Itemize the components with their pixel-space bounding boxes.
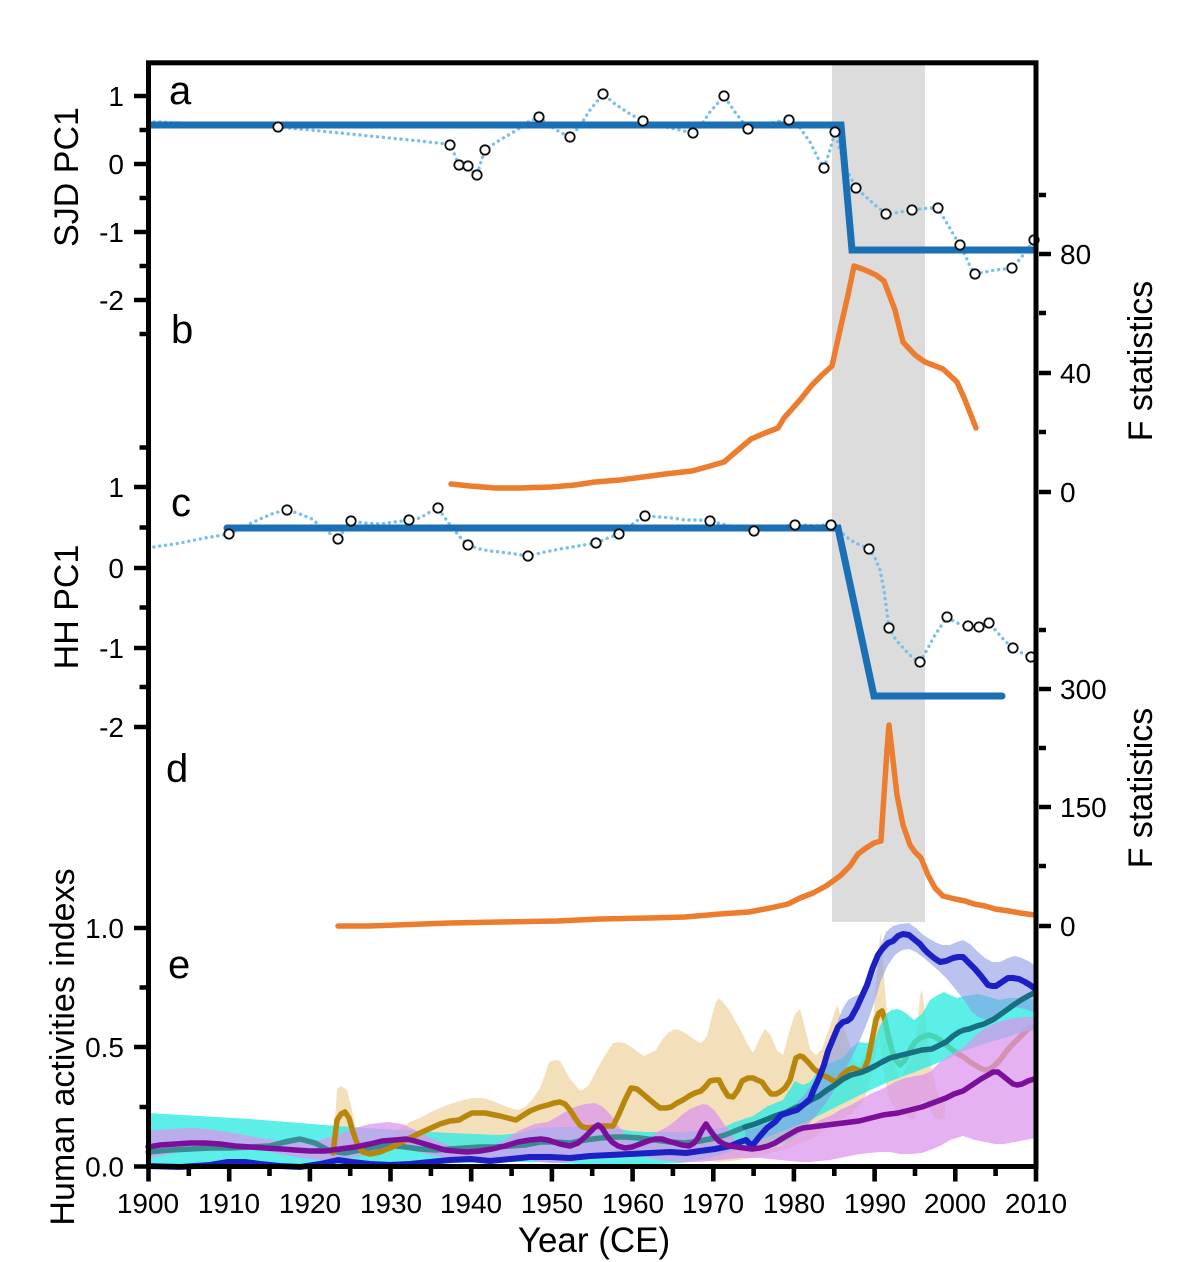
svg-text:40: 40 <box>1060 358 1091 389</box>
svg-text:Human activities indexs: Human activities indexs <box>44 868 82 1225</box>
svg-text:F statistics: F statistics <box>1122 281 1160 442</box>
svg-text:0: 0 <box>1060 477 1076 508</box>
svg-text:c: c <box>171 481 191 525</box>
svg-text:1930: 1930 <box>360 1188 422 1219</box>
svg-text:1920: 1920 <box>279 1188 341 1219</box>
svg-text:1950: 1950 <box>521 1188 583 1219</box>
svg-text:F statistics: F statistics <box>1122 708 1160 869</box>
svg-text:2010: 2010 <box>1005 1188 1067 1219</box>
svg-text:1980: 1980 <box>763 1188 825 1219</box>
svg-text:1970: 1970 <box>682 1188 744 1219</box>
svg-text:0: 0 <box>108 149 124 180</box>
svg-text:2000: 2000 <box>924 1188 986 1219</box>
svg-text:SJD PC1: SJD PC1 <box>48 107 86 247</box>
svg-text:Year (CE): Year (CE) <box>518 1221 670 1260</box>
svg-text:80: 80 <box>1060 239 1091 270</box>
svg-text:1940: 1940 <box>440 1188 502 1219</box>
svg-text:0: 0 <box>108 553 124 584</box>
svg-text:0.5: 0.5 <box>85 1032 124 1063</box>
svg-text:150: 150 <box>1060 792 1107 823</box>
svg-text:300: 300 <box>1060 674 1107 705</box>
svg-text:1960: 1960 <box>602 1188 664 1219</box>
svg-text:1910: 1910 <box>198 1188 260 1219</box>
svg-text:HH PC1: HH PC1 <box>48 545 86 670</box>
svg-text:0: 0 <box>1060 911 1076 942</box>
svg-text:1900: 1900 <box>117 1188 179 1219</box>
svg-text:1: 1 <box>108 472 124 503</box>
svg-text:-1: -1 <box>99 217 124 248</box>
svg-text:d: d <box>166 747 188 791</box>
svg-text:1: 1 <box>108 81 124 112</box>
svg-text:e: e <box>168 943 190 987</box>
svg-text:0.0: 0.0 <box>85 1152 124 1183</box>
svg-text:-1: -1 <box>99 633 124 664</box>
svg-text:1990: 1990 <box>844 1188 906 1219</box>
svg-text:1.0: 1.0 <box>85 913 124 944</box>
svg-text:-2: -2 <box>99 712 124 743</box>
svg-text:-2: -2 <box>99 285 124 316</box>
svg-text:a: a <box>169 69 192 113</box>
svg-text:b: b <box>171 308 193 352</box>
